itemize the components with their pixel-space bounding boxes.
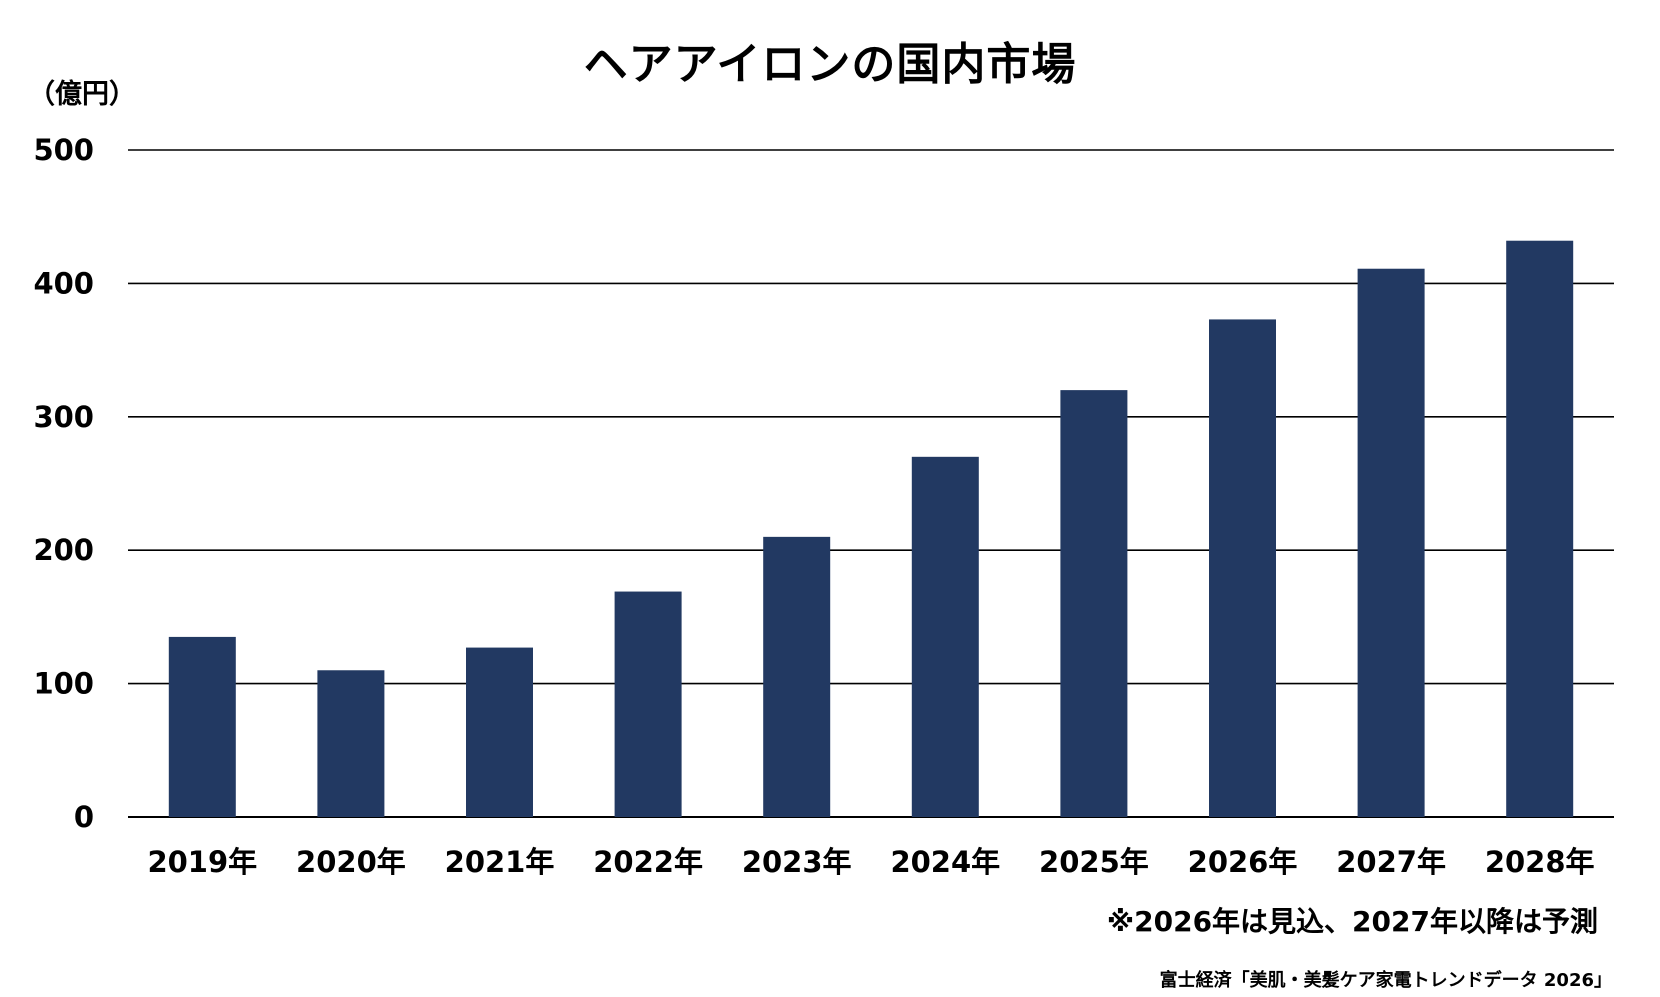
- bar-2028年: [1506, 240, 1574, 817]
- bar-2022年: [614, 591, 682, 817]
- x-tick-label: 2025年: [1039, 845, 1149, 879]
- source-credit: 富士経済「美肌・美髪ケア家電トレンドデータ 2026」: [1159, 970, 1612, 991]
- bar-2025年: [1060, 390, 1128, 817]
- bar-2027年: [1357, 268, 1425, 817]
- y-tick-label: 100: [33, 667, 94, 701]
- x-tick-label: 2023年: [742, 845, 852, 879]
- bar-2023年: [763, 536, 831, 817]
- bar-2021年: [466, 647, 533, 817]
- chart-title: ヘアアイロンの国内市場: [583, 39, 1077, 90]
- y-tick-label: 0: [74, 800, 94, 834]
- y-tick-label: 200: [33, 533, 94, 567]
- bars: [168, 240, 1574, 817]
- x-tick-label: 2021年: [445, 845, 555, 879]
- x-tick-label: 2027年: [1336, 845, 1446, 879]
- forecast-note: ※2026年は見込、2027年以降は予測: [1106, 905, 1598, 938]
- y-tick-label: 400: [33, 266, 94, 300]
- y-axis-ticks: 0 100 200 300 400 500: [33, 133, 94, 834]
- x-tick-label: 2028年: [1485, 845, 1595, 879]
- x-axis-ticks: 2019年 2020年 2021年 2022年 2023年 2024年 2025年 2026年…: [147, 845, 1594, 879]
- y-tick-label: 500: [33, 133, 94, 167]
- y-axis-unit-label: （億円）: [28, 79, 136, 110]
- bar-2026年: [1209, 319, 1276, 817]
- bar-2024年: [911, 456, 979, 817]
- x-tick-label: 2026年: [1188, 845, 1298, 879]
- x-tick-label: 2019年: [147, 845, 257, 879]
- bar-2020年: [317, 670, 385, 817]
- x-tick-label: 2020年: [296, 845, 406, 879]
- bar-2019年: [168, 636, 236, 817]
- x-tick-label: 2022年: [593, 845, 703, 879]
- x-tick-label: 2024年: [890, 845, 1000, 879]
- y-tick-label: 300: [33, 400, 94, 434]
